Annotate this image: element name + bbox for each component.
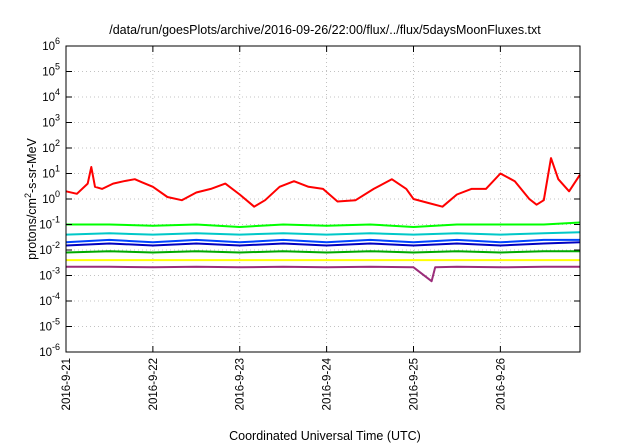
y-tick-base: 10 (42, 92, 55, 104)
y-tick-exponent: 3 (55, 113, 60, 123)
y-tick-label: 10-3 (39, 266, 60, 283)
y-tick-label: 103 (42, 113, 60, 130)
y-tick-exponent: 6 (55, 36, 60, 46)
y-tick-exponent: 2 (55, 138, 60, 148)
y-tick-label: 10-5 (39, 317, 60, 334)
x-axis-label: Coordinated Universal Time (UTC) (229, 429, 421, 443)
y-tick-base: 10 (39, 347, 52, 359)
x-tick-label: 2016-9-25 (408, 358, 420, 410)
y-tick-label: 105 (42, 62, 60, 79)
series-line-3 (65, 231, 581, 236)
series-line-8 (66, 265, 580, 283)
y-tick-label: 102 (42, 138, 60, 155)
y-axis-label: protons/cm2-s-sr-MeV (23, 137, 39, 259)
y-tick-label: 100 (42, 189, 60, 206)
y-tick-exponent: -6 (52, 342, 60, 352)
y-tick-base: 10 (42, 118, 55, 130)
y-tick-base: 10 (42, 143, 55, 155)
y-axis: 10-610-510-410-310-210-11001011021031041… (39, 36, 580, 359)
series-line-2 (66, 221, 581, 228)
x-tick-label: 2016-9-21 (61, 358, 73, 410)
y-tick-base: 10 (39, 322, 52, 334)
y-axis-label-sup: 2 (23, 193, 33, 198)
y-axis-label-post: -s-sr-MeV (25, 137, 39, 193)
series-line-5 (65, 241, 581, 247)
y-tick-base: 10 (42, 41, 55, 53)
y-tick-base: 10 (39, 296, 52, 308)
y-tick-base: 10 (39, 220, 52, 232)
y-tick-label: 10-4 (39, 291, 60, 308)
y-tick-base: 10 (42, 169, 55, 181)
y-tick-exponent: -5 (52, 317, 60, 327)
x-tick-label: 2016-9-22 (148, 358, 160, 410)
x-tick-label: 2016-9-23 (235, 358, 247, 410)
y-tick-exponent: 5 (55, 62, 60, 72)
x-tick-label: 2016-9-26 (495, 358, 507, 410)
y-tick-exponent: -4 (52, 291, 60, 301)
x-tick-label: 2016-9-24 (322, 357, 334, 410)
chart-title: /data/run/goesPlots/archive/2016-09-26/2… (109, 23, 541, 37)
series-layer (65, 157, 581, 283)
series-line-4 (65, 238, 580, 244)
y-tick-label: 101 (42, 164, 60, 181)
y-tick-exponent: 0 (55, 189, 60, 199)
y-tick-exponent: -3 (52, 266, 60, 276)
y-tick-label: 106 (42, 36, 60, 53)
y-tick-exponent: 1 (55, 164, 60, 174)
series-line-1 (65, 157, 581, 208)
y-tick-label: 10-1 (39, 215, 60, 232)
y-tick-label: 10-2 (39, 240, 60, 257)
y-axis-label-pre: protons/cm (25, 198, 39, 260)
y-tick-base: 10 (42, 194, 55, 206)
y-tick-base: 10 (39, 271, 52, 283)
y-tick-exponent: -2 (52, 240, 60, 250)
y-tick-label: 10-6 (39, 342, 60, 359)
y-tick-exponent: -1 (52, 215, 60, 225)
y-tick-base: 10 (42, 67, 55, 79)
y-tick-base: 10 (39, 245, 52, 257)
x-axis: 2016-9-21 2016-9-22 2016-9-23 2016-9-24 2016… (61, 46, 507, 410)
series-line-6 (65, 250, 580, 254)
y-tick-exponent: 4 (55, 87, 60, 97)
y-tick-label: 104 (42, 87, 60, 104)
grid-lines (66, 46, 580, 352)
